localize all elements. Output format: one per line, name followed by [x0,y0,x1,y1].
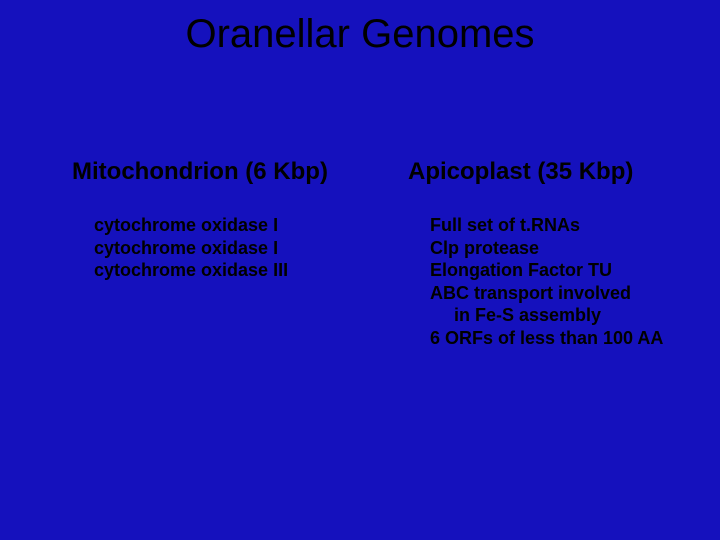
left-column: Mitochondrion (6 Kbp) cytochrome oxidase… [72,158,372,282]
list-item: in Fe-S assembly [430,304,708,327]
left-items: cytochrome oxidase I cytochrome oxidase … [72,214,372,282]
slide: Oranellar Genomes Mitochondrion (6 Kbp) … [0,0,720,540]
list-item: cytochrome oxidase I [94,214,372,237]
list-item: Elongation Factor TU [430,259,708,282]
right-heading: Apicoplast (35 Kbp) [408,158,708,186]
right-items: Full set of t.RNAs Clp protease Elongati… [408,214,708,349]
slide-title: Oranellar Genomes [0,12,720,57]
list-item: ABC transport involved [430,282,708,305]
list-item: Full set of t.RNAs [430,214,708,237]
list-item: cytochrome oxidase III [94,259,372,282]
right-column: Apicoplast (35 Kbp) Full set of t.RNAs C… [408,158,708,349]
list-item: 6 ORFs of less than 100 AA [430,327,708,350]
left-heading: Mitochondrion (6 Kbp) [72,158,372,186]
list-item: cytochrome oxidase I [94,237,372,260]
list-item: Clp protease [430,237,708,260]
